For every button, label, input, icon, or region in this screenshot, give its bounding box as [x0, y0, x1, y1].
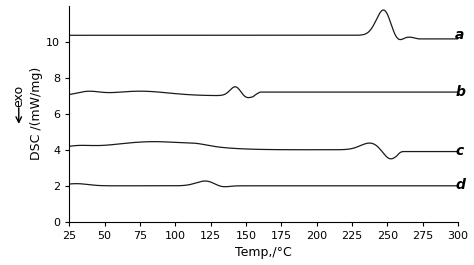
Text: c: c [455, 144, 464, 158]
Text: b: b [455, 85, 465, 99]
Text: a: a [455, 28, 465, 42]
Text: d: d [455, 178, 465, 192]
X-axis label: Temp,/°C: Temp,/°C [235, 246, 292, 259]
Y-axis label: DSC /(mW/mg): DSC /(mW/mg) [30, 67, 44, 160]
Text: exo: exo [12, 85, 25, 108]
